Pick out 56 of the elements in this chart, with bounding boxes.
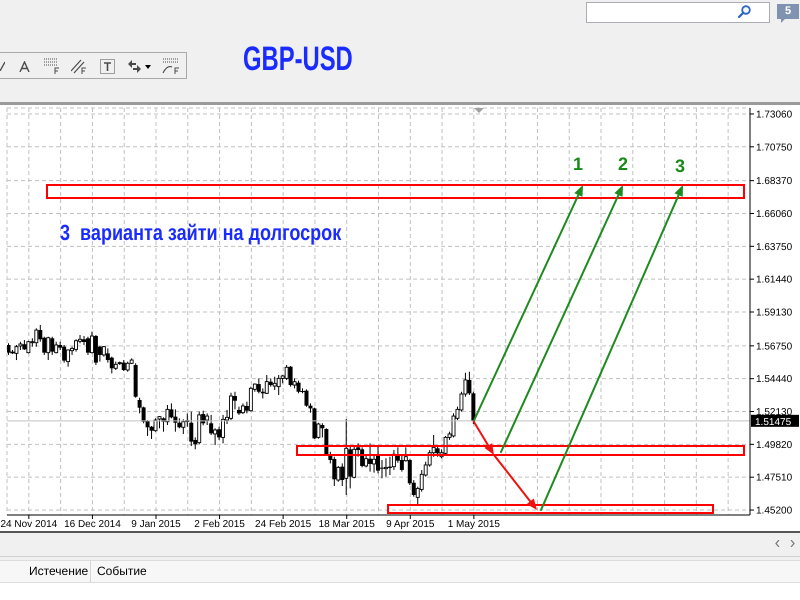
candlestick <box>384 458 388 478</box>
candlestick <box>62 344 66 364</box>
annotation: 2 <box>618 154 628 174</box>
annotation: 3 варианта зайти на долгосрок <box>60 220 342 245</box>
y-tick-label: 1.70750 <box>756 142 793 154</box>
candlestick <box>296 380 301 394</box>
candlestick <box>368 442 372 472</box>
candlestick <box>14 344 18 361</box>
candlestick <box>66 348 70 368</box>
candlestick <box>22 340 26 350</box>
candlestick <box>158 416 162 429</box>
candlestick <box>26 340 30 354</box>
ref-line-label: 1.51475 <box>755 416 792 428</box>
y-tick-label: 1.61440 <box>756 274 793 286</box>
candlestick <box>380 459 384 479</box>
y-tick-label: 1.56750 <box>756 341 793 352</box>
candlestick <box>126 361 130 372</box>
y-tick-label: 1.45200 <box>756 506 793 517</box>
x-tick-label: 9 Apr 2015 <box>386 519 435 530</box>
y-tick-label: 1.63750 <box>756 242 793 253</box>
candlestick <box>34 328 38 348</box>
candlestick <box>86 336 90 356</box>
x-tick-label: 16 Dec 2014 <box>64 519 122 530</box>
candlestick <box>189 411 194 447</box>
candlestick <box>248 386 253 412</box>
candlestick <box>74 338 78 352</box>
text: Истечение <box>29 564 88 578</box>
candlestick <box>264 374 269 395</box>
candlestick <box>240 402 245 415</box>
candlestick <box>7 342 10 356</box>
candlestick <box>276 374 281 396</box>
y-tick-label: 1.59130 <box>756 308 793 319</box>
candlestick <box>50 336 54 356</box>
y-tick-label: 1.47510 <box>756 472 793 484</box>
x-tick-label: 9 Jan 2015 <box>131 519 182 530</box>
annotation: 1 <box>572 154 584 174</box>
y-tick-label: 1.73060 <box>756 110 793 121</box>
x-tick-label: 2 Feb 2015 <box>194 519 246 530</box>
candlestick <box>288 366 293 388</box>
y-tick-label: 1.66060 <box>756 209 793 220</box>
candlestick <box>122 360 126 372</box>
annotation: 3 <box>674 156 686 176</box>
x-tick-label: 24 Nov 2014 <box>0 519 58 530</box>
chart-title: GBP-USD <box>243 40 353 78</box>
y-tick-label: 1.54440 <box>756 374 793 386</box>
text: 5 <box>784 5 792 17</box>
x-tick-label: 1 May 2015 <box>448 519 500 530</box>
y-tick-label: 1.68370 <box>756 176 793 188</box>
x-tick-label: 24 Feb 2015 <box>255 519 312 530</box>
candlestick <box>221 414 226 444</box>
candlestick <box>272 376 277 391</box>
x-tick-label: 18 Mar 2015 <box>318 519 376 530</box>
text: Событие <box>97 564 147 578</box>
candlestick <box>229 392 233 421</box>
y-tick-label: 1.52130 <box>756 407 793 418</box>
y-tick-label: 1.49820 <box>756 440 793 451</box>
